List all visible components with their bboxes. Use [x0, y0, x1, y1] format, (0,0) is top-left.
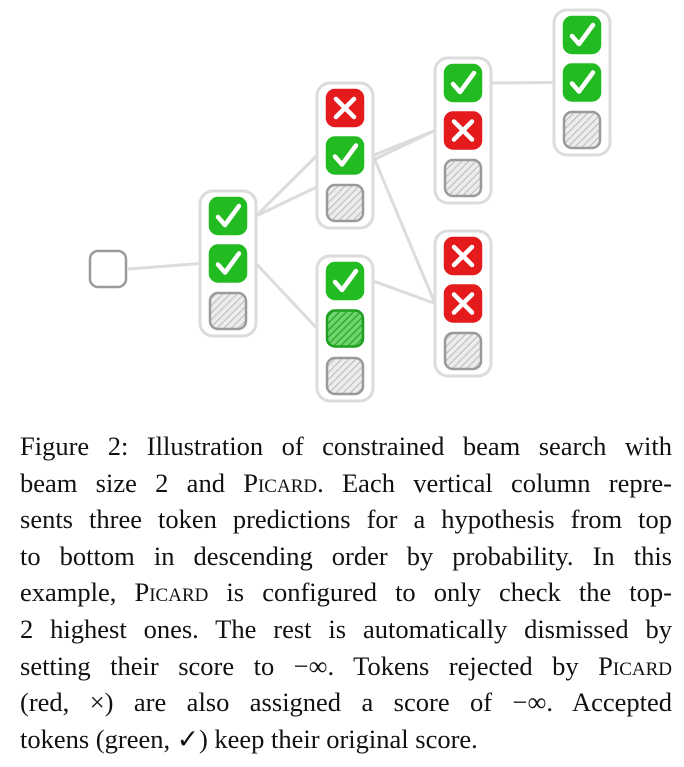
edge-c1-to-c2	[254, 154, 319, 218]
hypothesis-column-c4	[433, 56, 493, 205]
connector-edges	[127, 81, 555, 330]
cross-icon	[451, 292, 475, 315]
check-icon	[332, 268, 359, 293]
edge-c3-to-c5	[372, 279, 436, 305]
figure-caption: Figure 2: Illustration of constrained be…	[20, 428, 672, 757]
hypothesis-column-c5	[433, 229, 493, 378]
edge-root-to-c1	[127, 262, 201, 271]
token-dismissed	[443, 331, 483, 371]
system-name: Picard	[598, 650, 672, 681]
hypothesis-column-c2	[315, 81, 375, 230]
caption-line: to bottom in descending order by probabi…	[20, 538, 672, 575]
edge-c2-to-c5	[371, 154, 437, 305]
token-dismissed	[325, 356, 365, 396]
token-dismissed	[208, 291, 248, 331]
hypothesis-column-c1	[198, 189, 258, 338]
hypothesis-column-c6	[552, 8, 612, 157]
edge-c2-to-c4	[372, 129, 436, 157]
caption-line: sents three token predictions for a hypo…	[20, 501, 672, 538]
caption-line: setting their score to −∞. Tokens reject…	[20, 648, 672, 685]
token-dismissed	[443, 158, 483, 198]
token-rejected	[325, 88, 365, 128]
cross-icon	[333, 96, 357, 120]
token-accepted-hatched	[325, 309, 365, 348]
beam-search-diagram	[88, 8, 612, 403]
caption-line: example, Picard is configured to only ch…	[20, 574, 672, 611]
token-dismissed	[562, 110, 602, 150]
check-icon	[332, 143, 359, 167]
token-accepted	[562, 15, 602, 55]
caption-line: beam size 2 and Picard. Each vertical co…	[20, 465, 672, 502]
caption-text: . Each vertical column repre-	[317, 467, 672, 498]
edge-c1-to-c3	[254, 262, 319, 330]
token-accepted	[562, 63, 602, 102]
check-icon	[569, 22, 596, 47]
token-rejected	[443, 284, 483, 323]
caption-text: Figure 2: Illustration of constrained be…	[20, 431, 672, 461]
system-name: Picard	[243, 467, 318, 498]
token-accepted	[208, 244, 248, 283]
caption-line: 2 highest ones. The rest is automaticall…	[20, 611, 672, 648]
caption-line: Figure 2: Illustration of constrained be…	[20, 428, 672, 465]
caption-line: tokens (green, ✓) keep their original sc…	[20, 721, 672, 758]
check-icon	[569, 70, 596, 94]
check-icon	[215, 251, 242, 275]
caption-text: beam size 2 and	[20, 467, 244, 498]
token-accepted	[208, 196, 248, 236]
check-icon	[450, 70, 477, 95]
cross-icon	[451, 244, 475, 268]
caption-line: (red, ×) are also assigned a score of −∞…	[20, 684, 672, 721]
caption-text: sents three token predictions for a hypo…	[20, 504, 672, 535]
caption-text: tokens (green, ✓) keep their original sc…	[20, 723, 478, 754]
caption-text: 2 highest ones. The rest is automaticall…	[20, 613, 672, 644]
token-dismissed	[325, 183, 365, 223]
token-accepted	[325, 136, 365, 175]
token-accepted	[443, 63, 483, 103]
token-rejected	[443, 111, 483, 150]
token-rejected	[443, 236, 483, 276]
caption-text: setting their score to −∞. Tokens reject…	[20, 650, 599, 681]
cross-icon	[451, 119, 475, 142]
edge-c4-to-c6	[490, 81, 555, 85]
caption-text: is configured to only check the top-	[208, 577, 672, 608]
caption-text: example,	[20, 577, 135, 608]
root-node	[88, 249, 128, 289]
caption-text: (red, ×) are also assigned a score of −∞…	[20, 687, 672, 718]
system-name: Picard	[134, 577, 209, 608]
caption-text: to bottom in descending order by probabi…	[20, 540, 672, 571]
hypothesis-column-c3	[315, 254, 375, 403]
token-accepted	[325, 261, 365, 301]
check-icon	[215, 203, 242, 228]
hypothesis-columns	[88, 8, 612, 403]
